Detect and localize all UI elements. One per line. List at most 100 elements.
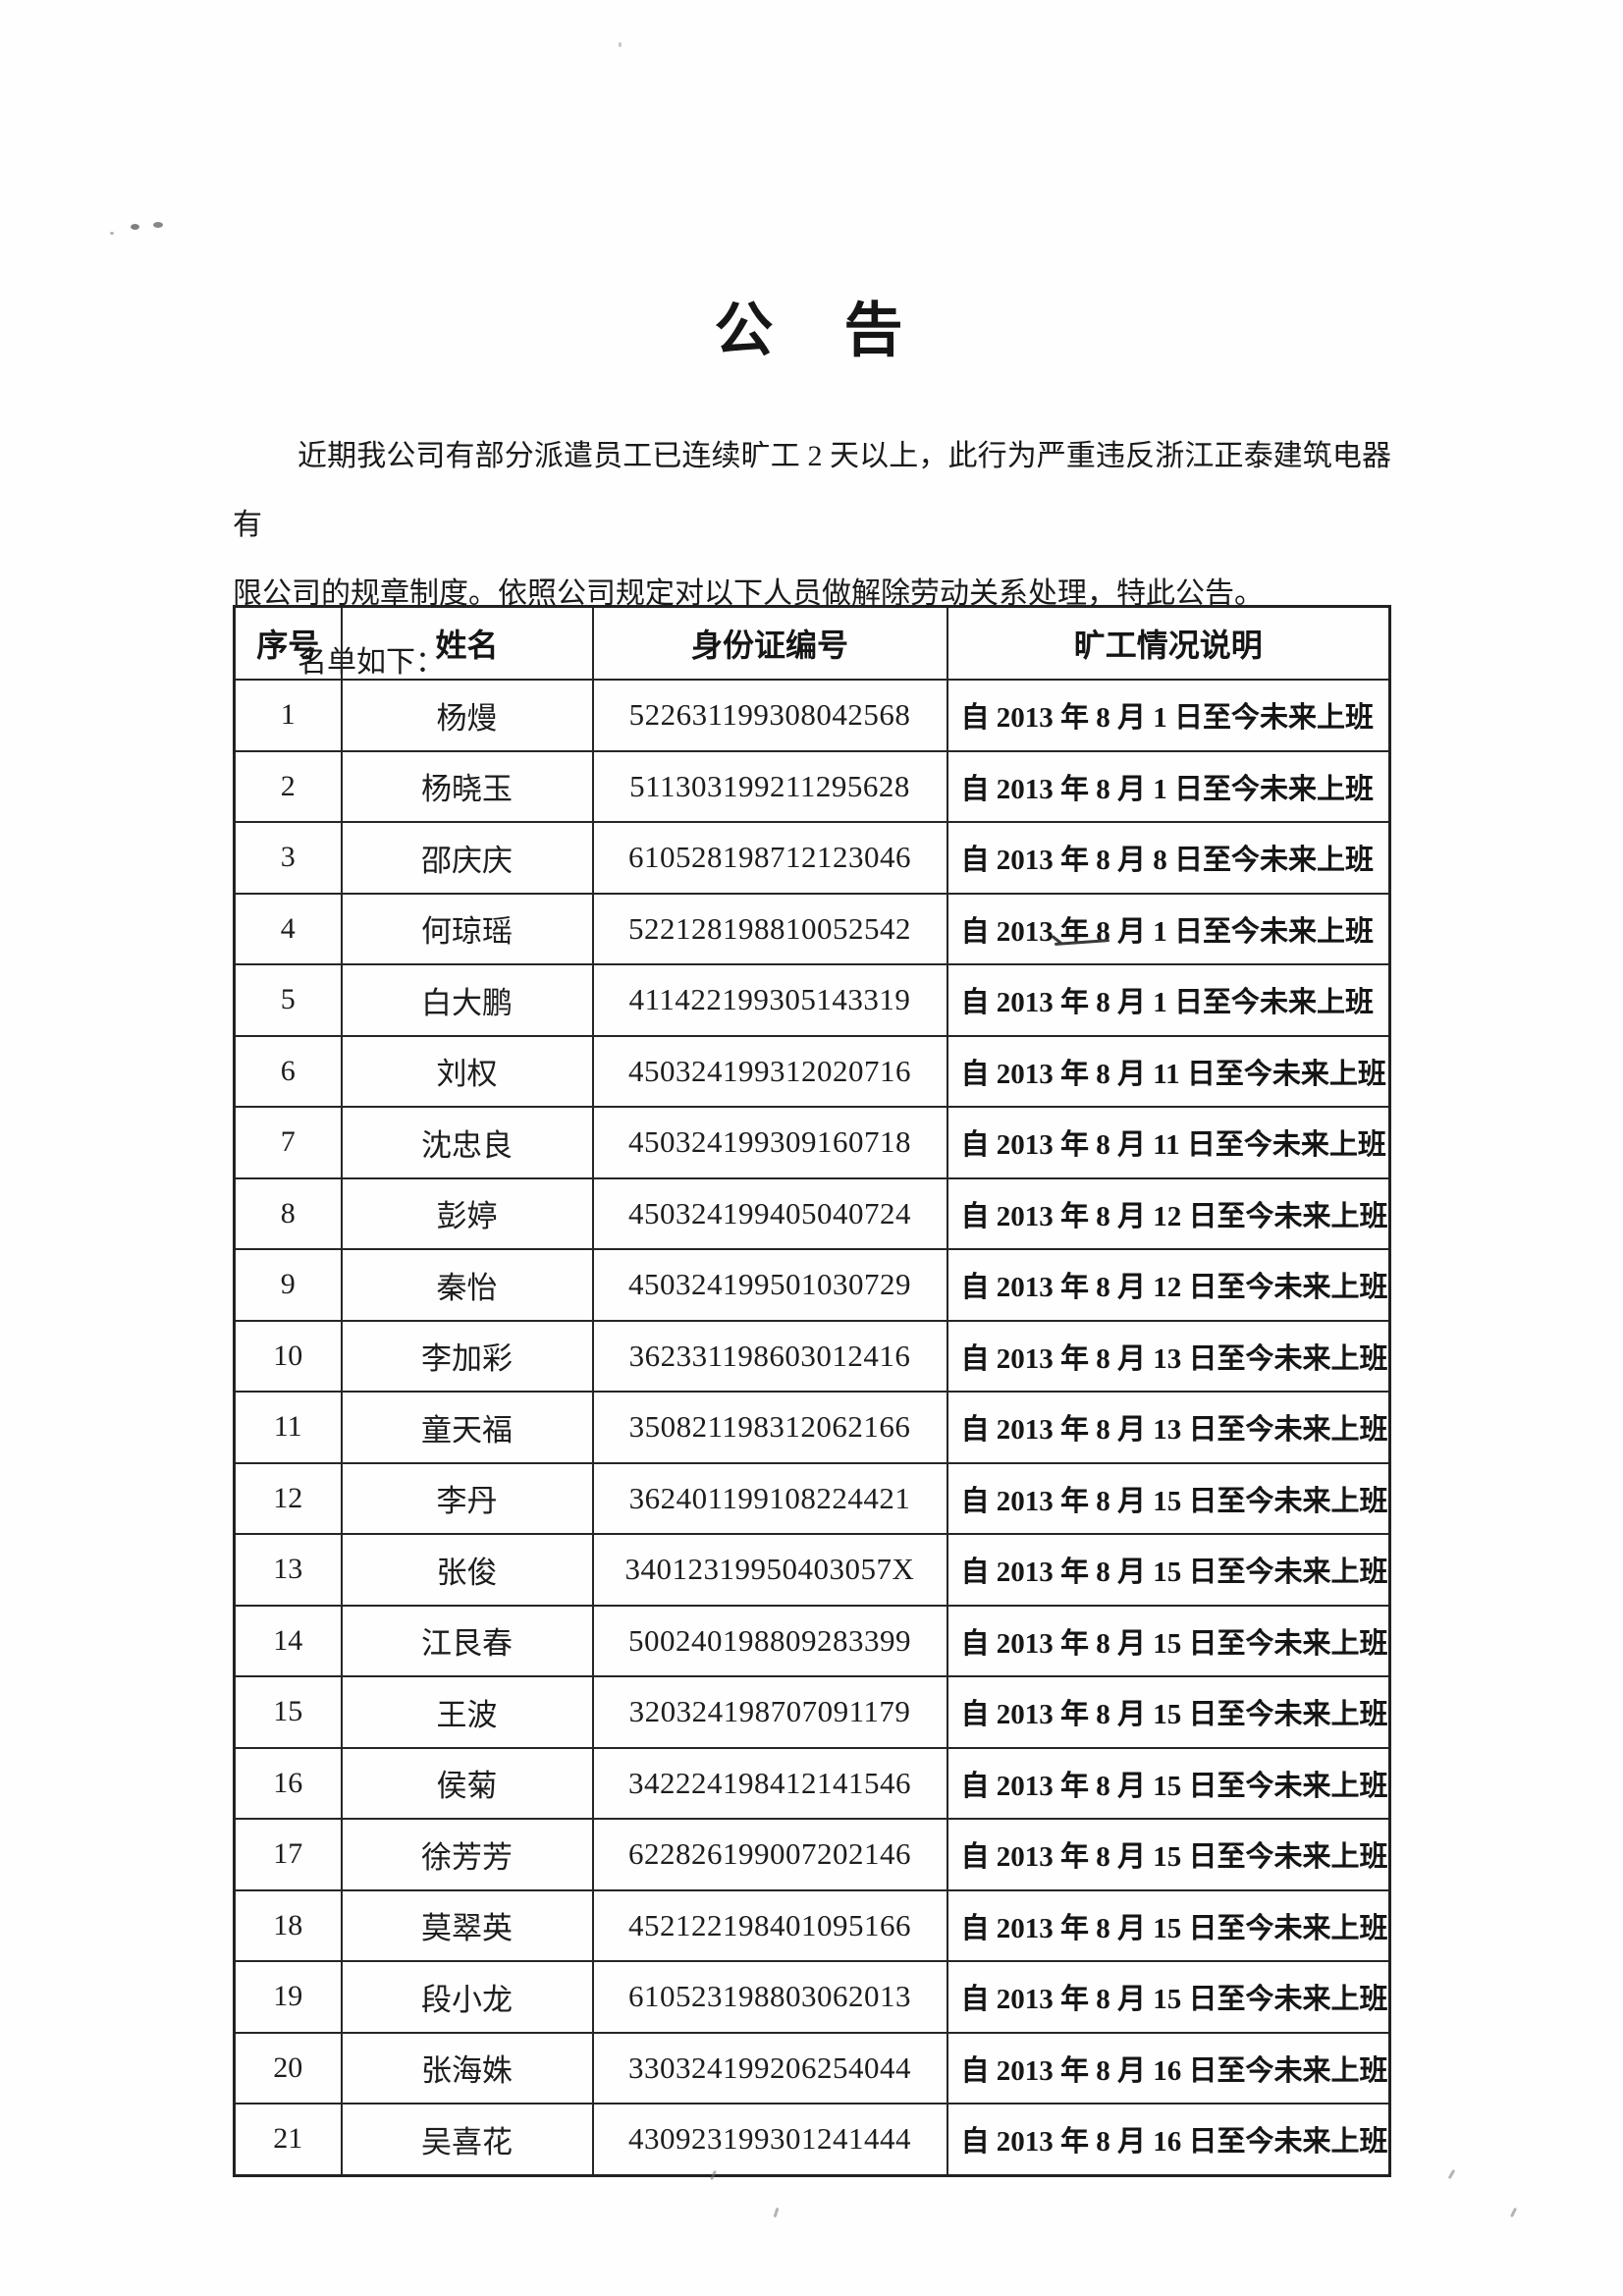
scan-fleck xyxy=(1509,2207,1518,2218)
table-row: 19 段小龙 610523198803062013 自 2013 年 8 月 15 日… xyxy=(233,1960,1391,2034)
row-no: 3 xyxy=(233,821,343,895)
table-header-row: 序号 姓名 身份证编号 旷工情况说明 xyxy=(233,605,1391,681)
absence-note: 自 2013 年 8 月 15 日至今未来上班 xyxy=(946,1675,1391,1749)
absence-note: 自 2013 年 8 月 11 日至今未来上班 xyxy=(946,1106,1391,1179)
table-row: 17 徐芳芳 622826199007202146 自 2013 年 8 月 15 日… xyxy=(233,1818,1391,1891)
id-number: 411422199305143319 xyxy=(591,963,948,1037)
row-no: 4 xyxy=(233,892,343,965)
row-no: 18 xyxy=(233,1888,343,1962)
table-row: 1 杨熳 522631199308042568 自 2013 年 8 月 1 日至今未… xyxy=(233,679,1391,752)
employee-name: 李加彩 xyxy=(340,1319,594,1393)
table-row: 12 李丹 362401199108224421 自 2013 年 8 月 15 日至… xyxy=(233,1461,1391,1535)
id-number: 622826199007202146 xyxy=(591,1818,948,1891)
row-no: 9 xyxy=(233,1248,343,1322)
absence-note: 自 2013 年 8 月 1 日至今未来上班 xyxy=(946,679,1391,752)
id-number: 362331198603012416 xyxy=(591,1319,948,1393)
id-number: 330324199206254044 xyxy=(591,2031,948,2105)
table-row: 6 刘权 450324199312020716 自 2013 年 8 月 11 日至今… xyxy=(233,1034,1391,1108)
absence-table-body: 1 杨熳 522631199308042568 自 2013 年 8 月 1 日至今未… xyxy=(233,679,1391,2176)
employee-name: 白大鹏 xyxy=(340,963,594,1037)
page-title: 公 告 xyxy=(714,299,909,363)
employee-name: 邵庆庆 xyxy=(340,821,594,895)
absence-note: 自 2013 年 8 月 1 日至今未来上班 xyxy=(946,963,1391,1037)
row-no: 21 xyxy=(233,2103,343,2176)
table-row: 14 江艮春 500240198809283399 自 2013 年 8 月 15 日… xyxy=(233,1604,1391,1677)
scan-fleck xyxy=(619,42,622,47)
row-no: 17 xyxy=(233,1818,343,1891)
employee-name: 杨晓玉 xyxy=(340,749,594,823)
id-number: 511303199211295628 xyxy=(591,749,948,823)
employee-name: 彭婷 xyxy=(340,1176,594,1250)
id-number: 500240198809283399 xyxy=(591,1604,948,1677)
row-no: 11 xyxy=(233,1391,343,1464)
row-no: 8 xyxy=(233,1176,343,1250)
absence-note: 自 2013 年 8 月 11 日至今未来上班 xyxy=(946,1034,1391,1108)
absence-note: 自 2013 年 8 月 15 日至今未来上班 xyxy=(946,1461,1391,1535)
table-row: 7 沈忠良 450324199309160718 自 2013 年 8 月 11 日至… xyxy=(233,1106,1391,1179)
id-number: 342224198412141546 xyxy=(591,1746,948,1820)
table-row: 18 莫翠英 452122198401095166 自 2013 年 8 月 15 日… xyxy=(233,1888,1391,1962)
absence-note: 自 2013 年 8 月 16 日至今未来上班 xyxy=(946,2031,1391,2105)
id-number: 34012319950403057X xyxy=(591,1533,948,1607)
row-no: 16 xyxy=(233,1746,343,1820)
employee-name: 张俊 xyxy=(340,1533,594,1607)
table-row: 21 吴喜花 430923199301241444 自 2013 年 8 月 16 日… xyxy=(233,2103,1391,2176)
table-row: 10 李加彩 362331198603012416 自 2013 年 8 月 13 日… xyxy=(233,1319,1391,1393)
employee-name: 刘权 xyxy=(340,1034,594,1108)
employee-name: 侯菊 xyxy=(340,1746,594,1820)
table-row: 8 彭婷 450324199405040724 自 2013 年 8 月 12 日至今… xyxy=(233,1176,1391,1250)
row-no: 10 xyxy=(233,1319,343,1393)
id-number: 610523198803062013 xyxy=(591,1960,948,2034)
employee-name: 王波 xyxy=(340,1675,594,1749)
id-number: 450324199501030729 xyxy=(591,1248,948,1322)
absence-note: 自 2013 年 8 月 1 日至今未来上班 xyxy=(946,892,1391,965)
row-no: 7 xyxy=(233,1106,343,1179)
id-number: 350821198312062166 xyxy=(591,1391,948,1464)
row-no: 2 xyxy=(233,749,343,823)
row-no: 14 xyxy=(233,1604,343,1677)
col-header-id-number: 身份证编号 xyxy=(591,605,948,681)
table-row: 13 张俊 34012319950403057X 自 2013 年 8 月 15 日至… xyxy=(233,1533,1391,1607)
scan-fleck xyxy=(1447,2168,1456,2180)
row-no: 1 xyxy=(233,679,343,752)
table-row: 9 秦怡 450324199501030729 自 2013 年 8 月 12 日至今… xyxy=(233,1248,1391,1322)
employee-name: 杨熳 xyxy=(340,679,594,752)
employee-name: 吴喜花 xyxy=(340,2103,594,2176)
col-header-no: 序号 xyxy=(233,605,343,681)
row-no: 15 xyxy=(233,1675,343,1749)
absence-table-head: 序号 姓名 身份证编号 旷工情况说明 xyxy=(233,605,1391,681)
absence-note: 自 2013 年 8 月 12 日至今未来上班 xyxy=(946,1176,1391,1250)
ink-speck xyxy=(131,224,139,230)
table-row: 11 童天福 350821198312062166 自 2013 年 8 月 13 日… xyxy=(233,1391,1391,1464)
employee-name: 张海姝 xyxy=(340,2031,594,2105)
employee-name: 李丹 xyxy=(340,1461,594,1535)
id-number: 450324199309160718 xyxy=(591,1106,948,1179)
col-header-name: 姓名 xyxy=(340,605,594,681)
id-number: 430923199301241444 xyxy=(591,2103,948,2176)
table-row: 4 何琼瑶 522128198810052542 自 2013 年 8 月 1 日至今… xyxy=(233,892,1391,965)
employee-name: 徐芳芳 xyxy=(340,1818,594,1891)
table-row: 20 张海姝 330324199206254044 自 2013 年 8 月 16 日… xyxy=(233,2031,1391,2105)
table-row: 5 白大鹏 411422199305143319 自 2013 年 8 月 1 日至今… xyxy=(233,963,1391,1037)
id-number: 450324199312020716 xyxy=(591,1034,948,1108)
absence-note: 自 2013 年 8 月 13 日至今未来上班 xyxy=(946,1391,1391,1464)
id-number: 522128198810052542 xyxy=(591,892,948,965)
absence-note: 自 2013 年 8 月 15 日至今未来上班 xyxy=(946,1960,1391,2034)
employee-name: 段小龙 xyxy=(340,1960,594,2034)
row-no: 5 xyxy=(233,963,343,1037)
employee-name: 秦怡 xyxy=(340,1248,594,1322)
absence-note: 自 2013 年 8 月 12 日至今未来上班 xyxy=(946,1248,1391,1322)
ink-speck xyxy=(153,222,163,228)
id-number: 522631199308042568 xyxy=(591,679,948,752)
table-row: 15 王波 320324198707091179 自 2013 年 8 月 15 日至… xyxy=(233,1675,1391,1749)
row-no: 20 xyxy=(233,2031,343,2105)
id-number: 452122198401095166 xyxy=(591,1888,948,1962)
absence-note: 自 2013 年 8 月 15 日至今未来上班 xyxy=(946,1533,1391,1607)
notice-paragraph-line2: 限公司的规章制度。依照公司规定对以下人员做解除劳动关系处理，特此公告。 xyxy=(233,577,1264,610)
absence-note: 自 2013 年 8 月 1 日至今未来上班 xyxy=(946,749,1391,823)
employee-name: 沈忠良 xyxy=(340,1106,594,1179)
absence-note: 自 2013 年 8 月 15 日至今未来上班 xyxy=(946,1818,1391,1891)
table-row: 16 侯菊 342224198412141546 自 2013 年 8 月 15 日至… xyxy=(233,1746,1391,1820)
id-number: 450324199405040724 xyxy=(591,1176,948,1250)
